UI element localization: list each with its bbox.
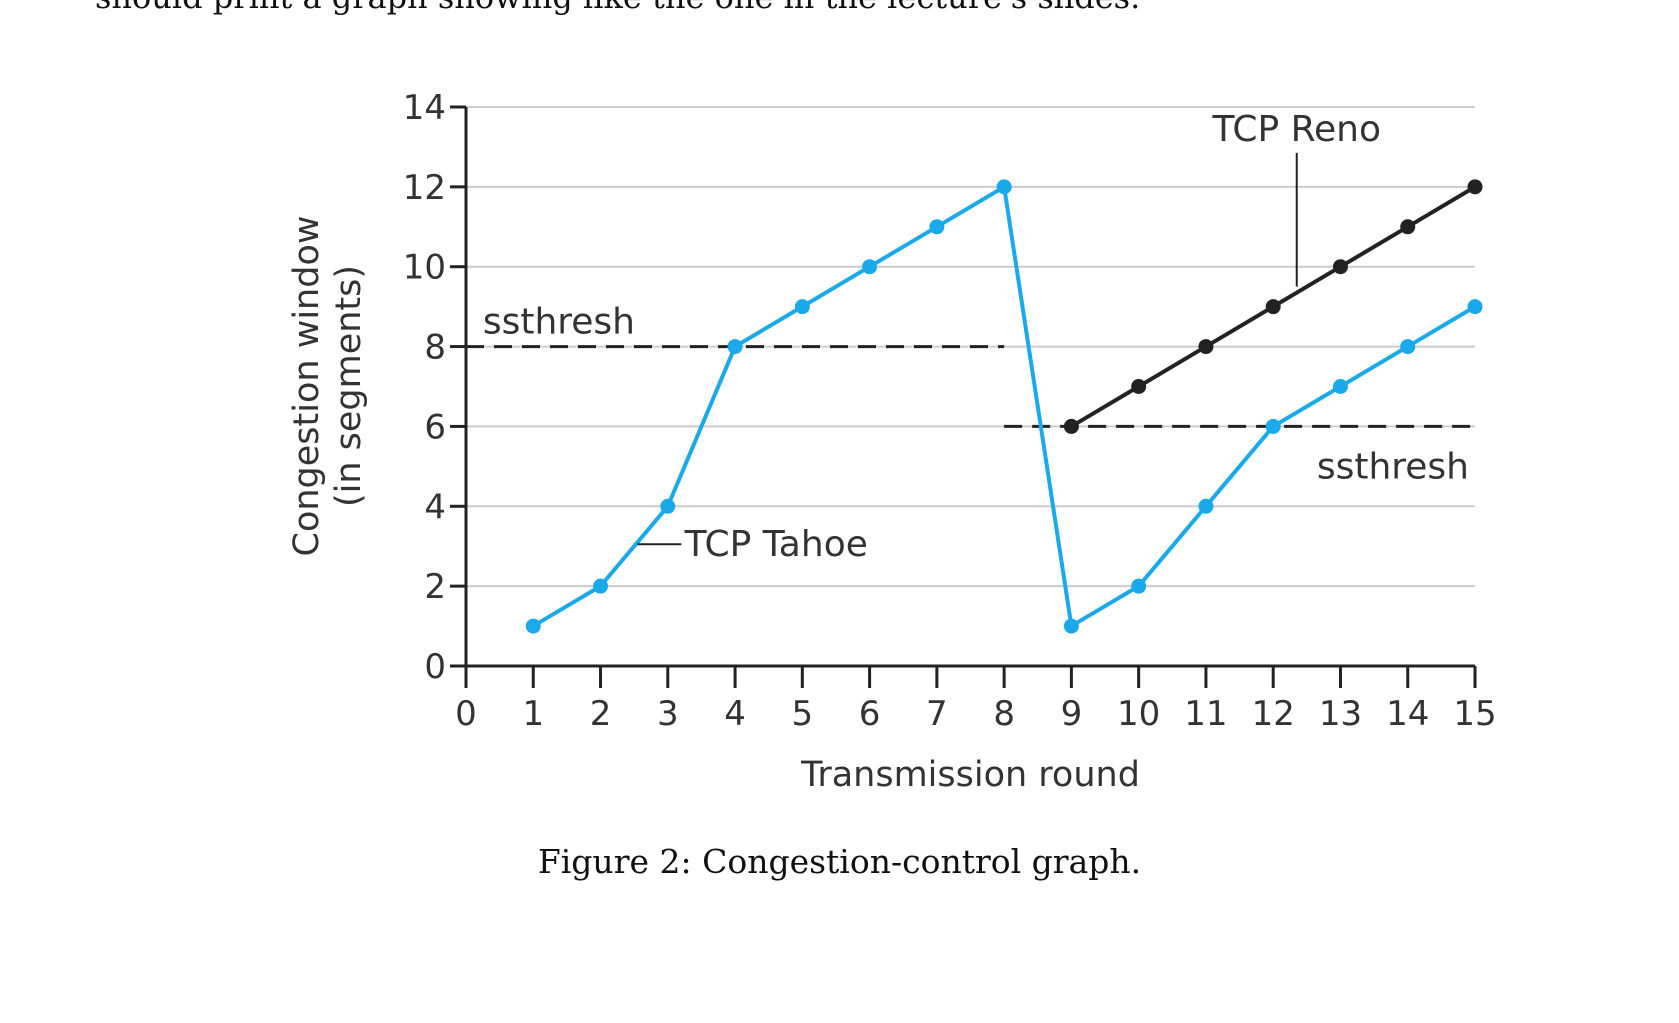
x-tick-label-15: 15	[1453, 694, 1496, 734]
y-tick-label-2: 2	[424, 567, 446, 607]
top-text: should print a graph showing like the on…	[95, 0, 1679, 16]
tahoe-point-5	[794, 299, 810, 315]
y-axis-title-line-1: Congestion window	[287, 216, 327, 557]
x-tick-label-0: 0	[455, 694, 477, 734]
tahoe-point-10	[1131, 578, 1147, 594]
tahoe-point-8	[996, 179, 1012, 195]
y-tick-label-14: 14	[403, 88, 446, 128]
x-tick-label-7: 7	[926, 694, 948, 734]
tahoe-point-4	[727, 339, 743, 355]
x-tick-label-2: 2	[590, 694, 612, 734]
x-tick-label-14: 14	[1386, 694, 1429, 734]
x-tick-label-1: 1	[522, 694, 544, 734]
x-tick-label-3: 3	[657, 694, 679, 734]
tahoe-point-11	[1198, 498, 1214, 514]
x-tick-label-10: 10	[1117, 694, 1160, 734]
tahoe-point-9	[1063, 618, 1079, 634]
y-tick-label-0: 0	[424, 647, 446, 687]
tahoe-point-7	[929, 219, 945, 235]
x-tick-label-4: 4	[724, 694, 746, 734]
y-tick-label-4: 4	[424, 487, 446, 527]
tahoe-point-3	[660, 498, 676, 514]
x-tick-label-13: 13	[1319, 694, 1362, 734]
x-tick-label-6: 6	[859, 694, 881, 734]
tahoe-point-1	[525, 618, 541, 634]
reno-point-11	[1198, 339, 1214, 355]
x-tick-label-11: 11	[1184, 694, 1227, 734]
y-tick-label-12: 12	[403, 168, 446, 208]
y-tick-label-10: 10	[403, 248, 446, 288]
reno-point-15	[1467, 179, 1483, 195]
x-tick-label-8: 8	[993, 694, 1015, 734]
figure-caption: Figure 2: Congestion-control graph.	[537, 842, 1142, 881]
reno-point-9	[1063, 418, 1079, 434]
y-tick-label-8: 8	[424, 328, 446, 368]
tahoe-point-13	[1332, 379, 1348, 394]
reno-point-10	[1131, 379, 1147, 394]
x-tick-label-12: 12	[1252, 694, 1295, 734]
y-axis-title-line-2: (in segments)	[329, 265, 369, 507]
tcp-reno-label: TCP Reno	[1211, 109, 1381, 150]
y-tick-label-6: 6	[424, 407, 446, 447]
tahoe-point-14	[1400, 339, 1416, 355]
reno-point-14	[1400, 219, 1416, 235]
ssthresh-label-1: ssthresh	[483, 302, 635, 343]
reno-point-13	[1332, 259, 1348, 275]
x-tick-label-5: 5	[792, 694, 814, 734]
reno-point-12	[1265, 299, 1281, 315]
tahoe-point-12	[1265, 418, 1281, 434]
x-axis-title: Transmission round	[800, 755, 1140, 795]
x-tick-label-9: 9	[1061, 694, 1083, 734]
tahoe-point-6	[862, 259, 878, 275]
ssthresh-label-2: ssthresh	[1317, 446, 1469, 487]
series-line-tcp-tahoe	[532, 184, 1477, 629]
tcp-tahoe-label: TCP Tahoe	[684, 524, 868, 565]
y-axis-title: Congestion window (in segments)	[287, 216, 369, 557]
tahoe-point-15	[1467, 299, 1483, 315]
tahoe-point-2	[593, 578, 609, 594]
